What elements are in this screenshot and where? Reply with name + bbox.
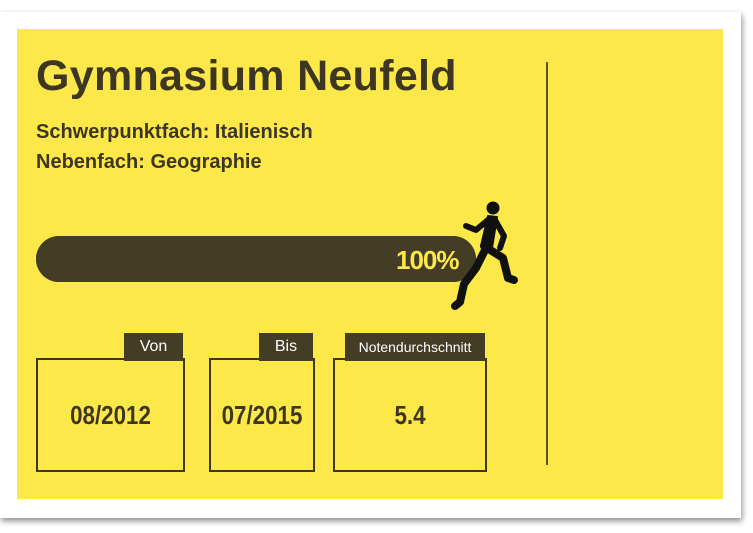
start-date-label: Von	[124, 333, 183, 361]
grade-average-box: 5.4	[333, 358, 487, 472]
start-date-value: 08/2012	[70, 400, 151, 430]
grade-average-value: 5.4	[394, 400, 426, 430]
end-date-label: Bis	[259, 333, 313, 361]
school-name: Gymnasium Neufeld	[36, 52, 457, 100]
vertical-divider	[546, 62, 548, 465]
major-subject: Schwerpunktfach: Italienisch	[36, 121, 313, 143]
progress-bar-fill	[36, 236, 476, 282]
progress-label: 100%	[396, 245, 459, 275]
running-person-icon	[451, 201, 518, 310]
start-date-box: 08/2012	[36, 358, 185, 472]
grade-average-label: Notendurchschnitt	[345, 333, 485, 361]
end-date-box: 07/2015	[209, 358, 315, 472]
progress-bar	[36, 236, 476, 282]
minor-subject: Nebenfach: Geographie	[36, 151, 262, 173]
end-date-value: 07/2015	[221, 400, 303, 430]
